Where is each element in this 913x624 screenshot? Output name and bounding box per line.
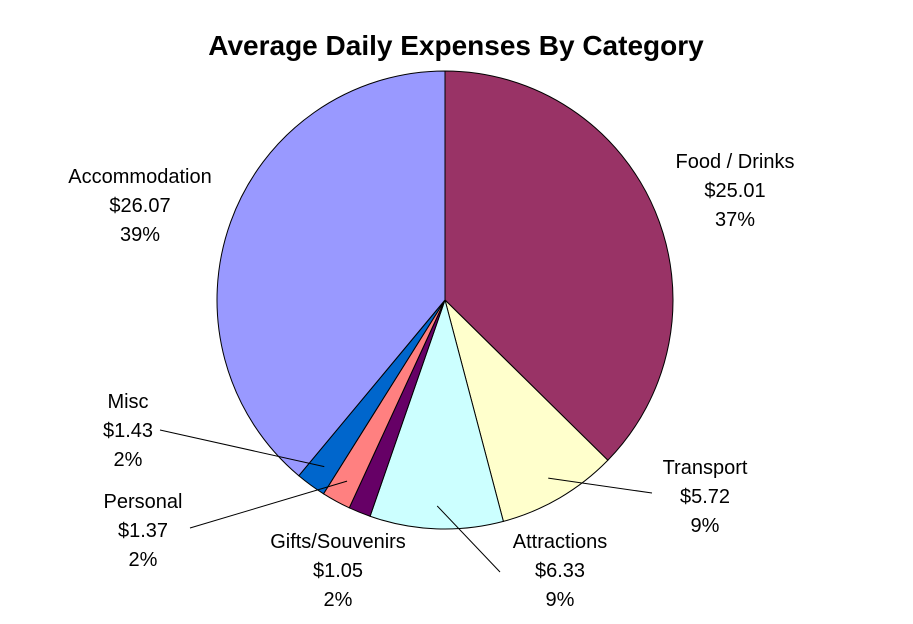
data-label-misc: Misc $1.43 2% — [103, 391, 153, 471]
pie-slice-attractions — [369, 298, 504, 530]
data-label-gifts-souvenirs: Gifts/Souvenirs $1.05 2% — [270, 531, 406, 611]
data-label-personal: Personal $1.37 2% — [104, 491, 183, 571]
leader-line-attractions — [436, 505, 501, 573]
pie-slice-accommodation — [216, 70, 446, 477]
pie-slice-transport — [444, 298, 609, 522]
data-label-attractions: Attractions $6.33 9% — [513, 531, 607, 611]
pie-slice-food-drinks — [444, 70, 674, 461]
data-label-food-drinks: Food / Drinks $25.01 37% — [676, 151, 795, 231]
data-label-transport: Transport $5.72 9% — [663, 457, 748, 537]
leader-line-misc — [159, 429, 325, 468]
data-label-accommodation: Accommodation $26.07 39% — [68, 166, 211, 246]
leader-line-transport — [548, 477, 653, 494]
chart-title: Average Daily Expenses By Category — [208, 30, 704, 61]
leader-line-personal — [189, 480, 348, 529]
